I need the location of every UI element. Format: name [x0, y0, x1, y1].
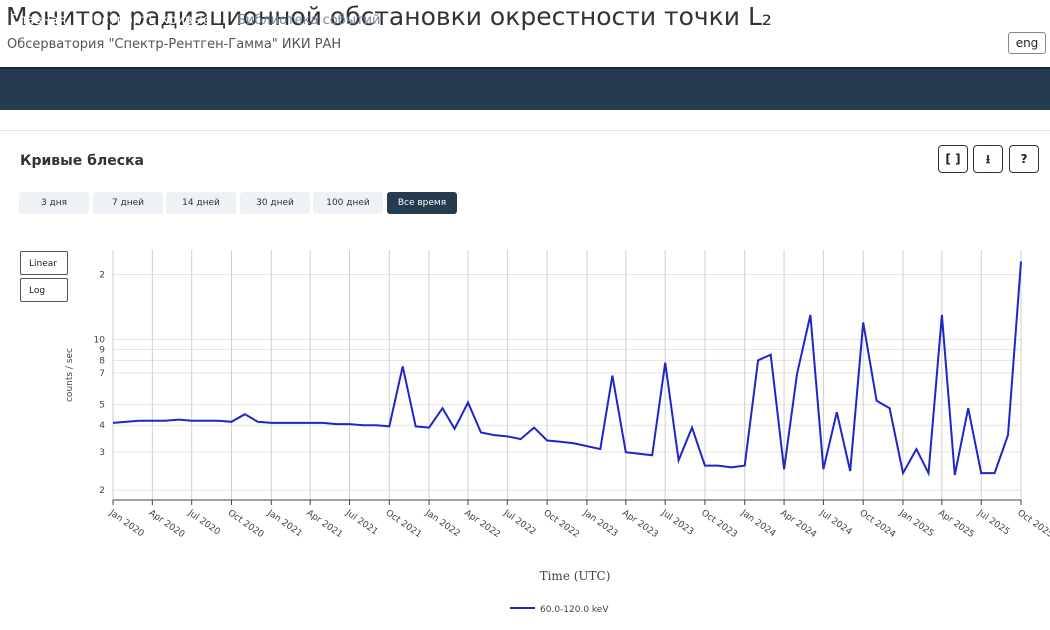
x-tick-label: Oct 2024 [857, 508, 897, 540]
section-title: Кривые блеска [20, 153, 144, 169]
x-tick-label: Jul 2022 [501, 508, 538, 538]
range-button[interactable]: 3 дня [19, 192, 89, 214]
range-button[interactable]: 30 дней [240, 192, 310, 214]
x-tick-label: Jul 2024 [817, 508, 854, 538]
y-tick-label: 4 [99, 421, 105, 431]
x-tick-label: Apr 2024 [778, 508, 818, 540]
x-tick-label: Apr 2023 [620, 508, 660, 540]
y-tick-label: 9 [99, 345, 105, 355]
y-axis-title: counts / sec [65, 348, 75, 402]
x-tick-label: Jan 2025 [896, 508, 935, 540]
download-button[interactable]: ⭳ [973, 145, 1003, 173]
lang-button[interactable]: eng [1008, 32, 1046, 54]
legend-label: 60.0-120.0 keV [540, 605, 609, 615]
range-button[interactable]: 14 дней [166, 192, 236, 214]
log-button[interactable]: Log [20, 278, 68, 302]
y-tick-label: 2 [99, 271, 105, 281]
data-line [112, 261, 1022, 477]
x-tick-label: Apr 2020 [147, 508, 187, 540]
x-tick-label: Apr 2025 [936, 508, 976, 540]
x-tick-label: Oct 2023 [699, 508, 739, 540]
x-tick-label: Jan 2022 [423, 508, 462, 540]
y-tick-label: 5 [99, 400, 105, 410]
x-tick-label: Jul 2021 [343, 508, 380, 538]
range-button[interactable]: 7 дней [93, 192, 163, 214]
navbar [0, 67, 1050, 110]
x-tick-label: Jan 2023 [580, 508, 619, 540]
y-tick-label: 7 [99, 369, 105, 379]
x-tick-label: Jan 2020 [106, 508, 145, 540]
x-tick-label: Oct 2022 [541, 508, 581, 540]
y-tick-label: 3 [99, 448, 105, 458]
page-title: Монитор радиационной обстановки окрестно… [6, 2, 772, 31]
range-button-active[interactable]: Все время [387, 192, 457, 214]
y-tick-label: 8 [99, 356, 105, 366]
separator [0, 130, 1050, 131]
x-axis-title: Time (UTC) [540, 569, 611, 583]
nav-dropdown[interactable]: Построить кривые ▾ [84, 13, 222, 28]
nav-link-disabled: Библиотека событий [237, 13, 381, 28]
x-tick-label: Apr 2022 [462, 508, 502, 540]
x-tick-label: Jan 2021 [265, 508, 304, 540]
nav-link[interactable]: Главная [10, 13, 67, 28]
x-tick-label: Jul 2020 [185, 508, 222, 538]
x-tick-label: Apr 2021 [304, 508, 344, 540]
x-tick-label: Oct 2021 [384, 508, 424, 540]
range-button[interactable]: 100 дней [313, 192, 383, 214]
y-tick-label: 2 [99, 486, 105, 496]
x-tick-label: Jul 2023 [659, 508, 696, 538]
fullscreen-button[interactable]: [ ] [938, 145, 968, 173]
x-tick-label: Oct 2025 [1015, 508, 1050, 540]
x-tick-label: Jan 2024 [738, 508, 777, 540]
login-link[interactable]: Войти [1001, 13, 1043, 28]
y-tick-label: 10 [94, 335, 106, 345]
x-tick-label: Jul 2025 [975, 508, 1012, 538]
linear-button[interactable]: Linear [20, 251, 68, 275]
subtitle: Обсерватория "Спектр-Рентген-Гамма" ИКИ … [7, 37, 342, 52]
x-tick-label: Oct 2020 [226, 508, 266, 540]
help-button[interactable]: ? [1009, 145, 1039, 173]
